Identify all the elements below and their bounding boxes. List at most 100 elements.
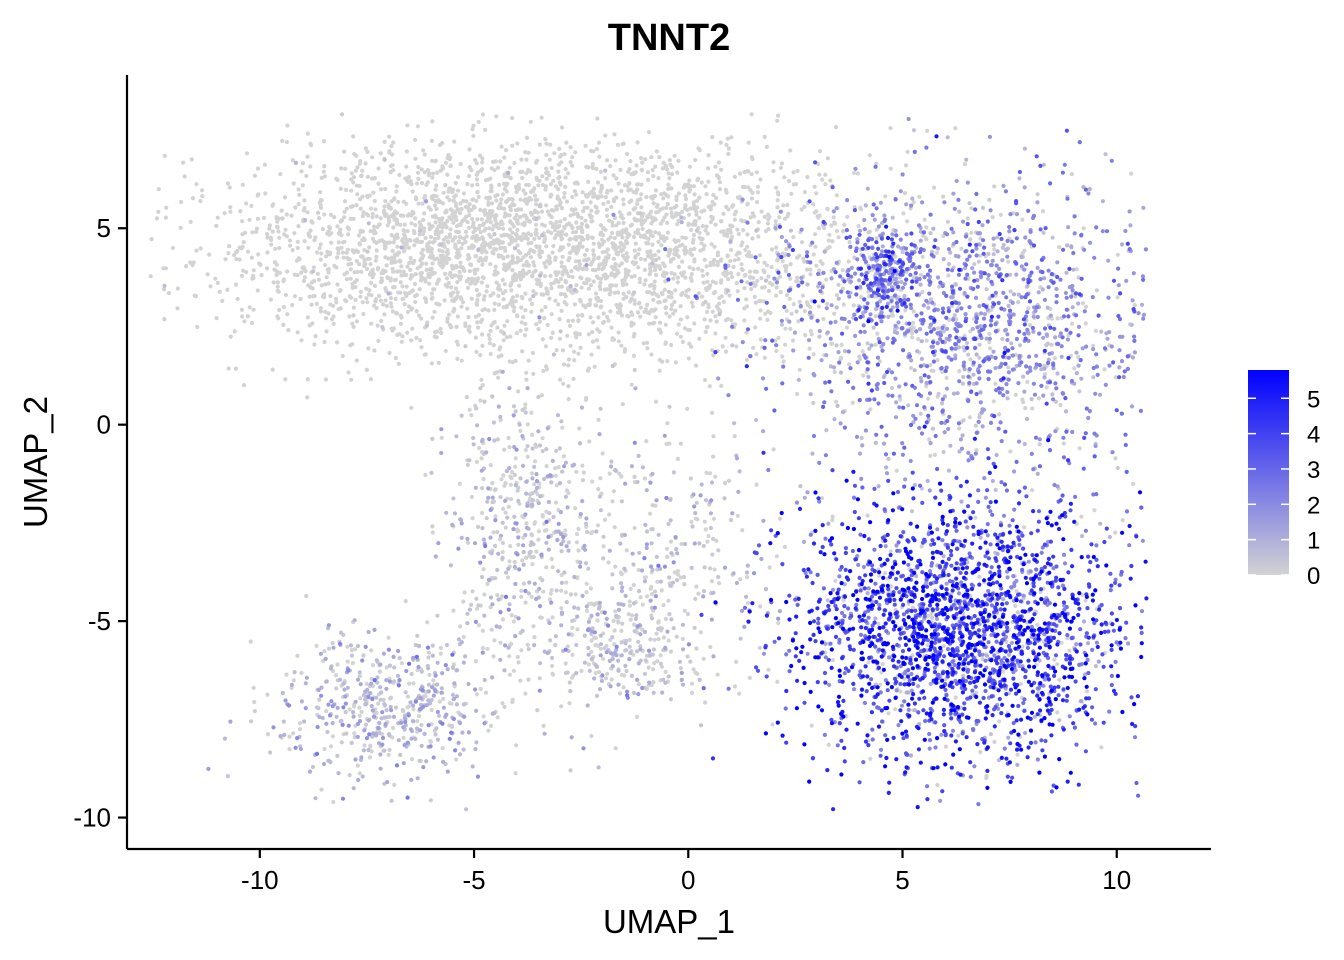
scatter-point	[502, 173, 507, 179]
scatter-point	[413, 223, 418, 228]
scatter-point	[993, 487, 998, 493]
scatter-point	[584, 164, 589, 169]
scatter-point	[710, 552, 715, 557]
scatter-point	[716, 175, 722, 181]
scatter-point	[401, 228, 406, 233]
scatter-point	[944, 375, 949, 381]
scatter-point	[421, 253, 426, 258]
scatter-point	[1115, 465, 1120, 471]
scatter-point	[557, 446, 563, 451]
scatter-point	[874, 227, 879, 232]
scatter-point	[595, 180, 601, 185]
scatter-point	[753, 300, 758, 305]
scatter-point	[663, 163, 669, 169]
scatter-point	[192, 293, 197, 298]
scatter-point	[649, 155, 654, 160]
scatter-point	[463, 654, 468, 659]
scatter-point	[563, 528, 568, 533]
scatter-point	[701, 280, 706, 285]
scatter-point	[692, 192, 697, 197]
scatter-point	[416, 176, 421, 181]
scatter-point	[936, 326, 941, 331]
scatter-point	[659, 192, 664, 197]
scatter-point	[579, 668, 584, 674]
scatter-point	[647, 272, 652, 277]
scatter-point	[971, 372, 976, 377]
scatter-point	[348, 276, 353, 281]
scatter-point	[643, 658, 648, 663]
scatter-point	[977, 355, 982, 360]
scatter-point	[653, 217, 658, 222]
scatter-point	[305, 210, 310, 215]
scatter-point	[703, 527, 708, 532]
scatter-point	[275, 219, 280, 224]
scatter-point	[710, 135, 715, 140]
scatter-point	[703, 498, 709, 503]
scatter-point	[393, 705, 399, 710]
scatter-point	[488, 293, 493, 298]
scatter-point	[613, 247, 618, 252]
scatter-point	[557, 317, 562, 322]
scatter-point	[796, 319, 801, 324]
scatter-point	[435, 737, 440, 742]
scatter-point	[299, 169, 304, 174]
scatter-point	[517, 215, 523, 220]
scatter-point	[389, 304, 394, 309]
scatter-point	[554, 483, 559, 488]
scatter-point	[491, 291, 496, 296]
scatter-point	[388, 695, 394, 700]
scatter-point	[682, 582, 687, 587]
scatter-point	[754, 228, 759, 233]
scatter-point	[354, 203, 359, 208]
scatter-point	[873, 314, 879, 319]
scatter-point	[466, 225, 471, 230]
scatter-point	[631, 601, 637, 606]
scatter-point	[1055, 710, 1060, 715]
scatter-point	[754, 352, 759, 357]
scatter-point	[762, 355, 767, 360]
scatter-point	[549, 556, 554, 562]
scatter-point	[377, 293, 382, 299]
scatter-point	[488, 723, 494, 729]
scatter-point	[375, 323, 380, 328]
scatter-point	[978, 750, 983, 755]
scatter-point	[570, 675, 575, 680]
scatter-point	[758, 316, 763, 321]
scatter-point	[719, 383, 724, 388]
scatter-point	[778, 290, 783, 295]
scatter-point	[664, 236, 669, 241]
scatter-point	[502, 245, 507, 251]
scatter-point	[780, 259, 785, 264]
scatter-point	[650, 567, 655, 573]
scatter-point	[542, 476, 547, 482]
scatter-point	[551, 208, 556, 213]
scatter-point	[653, 188, 659, 193]
scatter-point	[533, 442, 538, 447]
scatter-point	[937, 284, 942, 289]
scatter-point	[393, 296, 398, 301]
scatter-point	[251, 273, 256, 278]
scatter-point	[656, 239, 661, 244]
scatter-point	[603, 168, 608, 173]
scatter-point	[493, 159, 498, 164]
scatter-point	[497, 537, 502, 542]
scatter-point	[195, 324, 200, 330]
scatter-point	[542, 260, 547, 266]
scatter-point	[531, 371, 536, 376]
scatter-point	[267, 223, 272, 228]
scatter-point	[664, 167, 670, 172]
scatter-point	[888, 126, 893, 131]
scatter-point	[383, 255, 388, 260]
scatter-point	[697, 336, 702, 341]
scatter-point	[198, 198, 203, 204]
scatter-point	[550, 655, 555, 661]
scatter-point	[334, 673, 339, 678]
scatter-point	[726, 288, 731, 293]
scatter-point	[516, 660, 521, 665]
scatter-point	[311, 265, 316, 270]
scatter-point	[659, 626, 665, 631]
scatter-point	[592, 602, 597, 607]
scatter-point	[592, 635, 597, 640]
scatter-point	[1006, 303, 1011, 308]
scatter-point	[960, 381, 966, 386]
